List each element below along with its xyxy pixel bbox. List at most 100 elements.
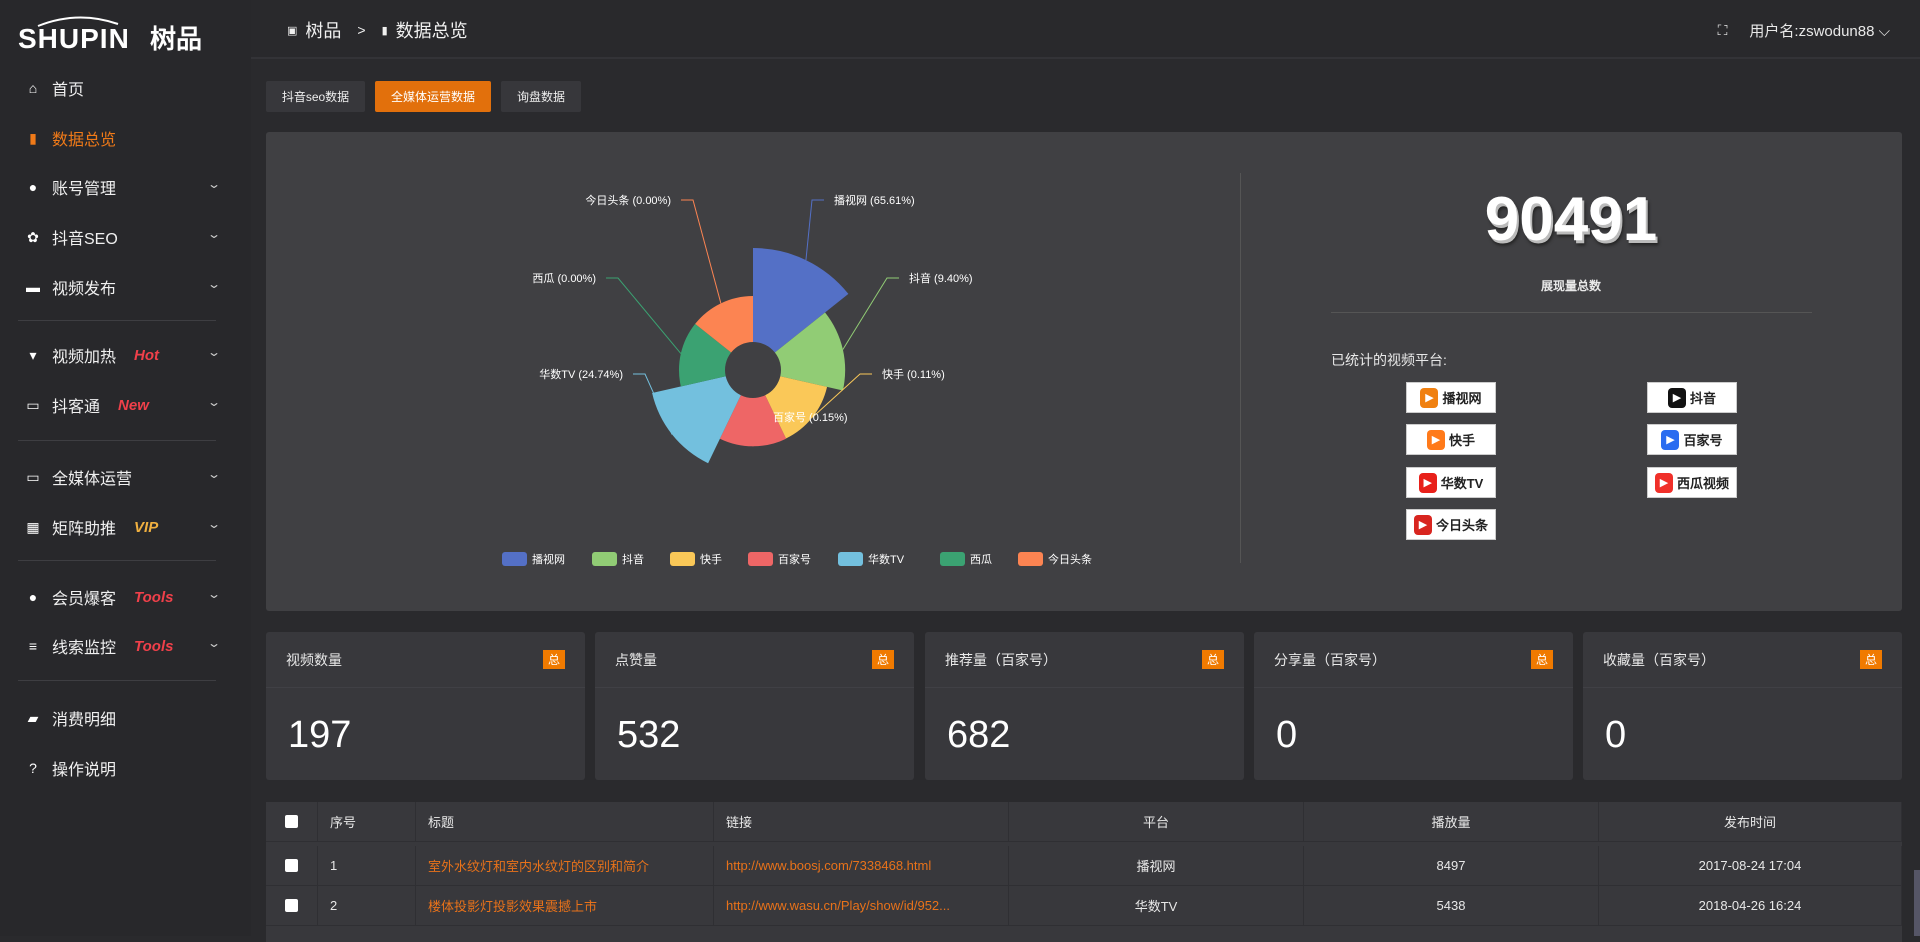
legend-item[interactable]: 今日头条 xyxy=(1018,552,1092,566)
stat-card: 推荐量（百家号） 总 682 xyxy=(925,632,1244,780)
sidebar-item-2[interactable]: ● 账号管理 ⌄ xyxy=(24,169,229,205)
chevron-down-icon[interactable]: ⌄ xyxy=(206,345,222,359)
rose-slice[interactable] xyxy=(753,248,849,353)
sidebar-divider xyxy=(18,680,216,681)
video-url-link[interactable]: http://www.wasu.cn/Play/show/id/952... xyxy=(726,898,950,913)
table-cell: 室外水纹灯和室内水纹灯的区别和简介 xyxy=(416,846,714,885)
chevron-down-icon[interactable]: ⌄ xyxy=(206,587,222,601)
card-divider xyxy=(1583,687,1902,688)
table-cell xyxy=(266,802,318,841)
sidebar-item-8[interactable]: ▦ 矩阵助推 VIP ⌄ xyxy=(24,509,229,545)
sidebar-item-3[interactable]: ✿ 抖音SEO ⌄ xyxy=(24,219,229,255)
chevron-down-icon[interactable]: ⌄ xyxy=(206,227,222,241)
total-badge: 总 xyxy=(542,650,565,669)
tab-all-media[interactable]: 全媒体运营数据 xyxy=(375,81,491,112)
fullscreen-icon[interactable]: ⛶ xyxy=(1717,22,1728,38)
chevron-down-icon[interactable]: ⌄ xyxy=(206,636,222,650)
legend-item[interactable]: 播视网 xyxy=(502,552,565,566)
scrollbar[interactable] xyxy=(1914,870,1920,936)
summary-divider xyxy=(1331,312,1812,313)
rose-slice[interactable] xyxy=(695,296,753,353)
slice-label: 百家号 (0.15%) xyxy=(773,410,848,424)
play-count: 5438 xyxy=(1436,898,1466,913)
legend-item[interactable]: 百家号 xyxy=(748,552,811,566)
svg-text:树品: 树品 xyxy=(150,25,202,52)
stat-title: 分享量（百家号） xyxy=(1274,652,1386,668)
stat-title: 收藏量（百家号） xyxy=(1603,652,1715,668)
legend-item[interactable]: 快手 xyxy=(670,552,722,566)
legend-item[interactable]: 西瓜 xyxy=(940,552,992,566)
video-title-link[interactable]: 楼体投影灯投影效果震撼上市 xyxy=(428,899,598,914)
bar-chart-icon: ▮ xyxy=(381,24,388,37)
label-leader-line xyxy=(812,373,872,418)
rose-pie-chart: 播视网 (65.61%) 抖音 (9.40%) 快手 (0.11%) 百家号 (0.1… xyxy=(502,193,1092,566)
user-icon: ● xyxy=(28,179,38,195)
row-checkbox[interactable] xyxy=(285,859,298,872)
table-header-row: 序号 标题 链接 平台 播放量 发布时间 xyxy=(266,802,1902,842)
table-cell: http://www.boosj.com/7338468.html xyxy=(714,846,1009,885)
column-header: 平台 xyxy=(1142,815,1169,830)
slice-label: 西瓜 (0.00%) xyxy=(532,273,596,285)
sidebar-item-6[interactable]: ▭ 抖客通 New ⌄ xyxy=(24,387,229,423)
svg-text:SHUPIN: SHUPIN xyxy=(18,23,130,52)
platform-logo: ▶ 快手 xyxy=(1406,424,1496,455)
total-badge: 总 xyxy=(1530,650,1553,669)
rose-slice[interactable] xyxy=(774,312,846,391)
stat-title: 点赞量 xyxy=(615,652,657,668)
rose-slice[interactable] xyxy=(765,376,828,439)
chevron-down-icon[interactable]: ⌄ xyxy=(206,467,222,481)
platform-mark-icon: ▶ xyxy=(1420,387,1439,408)
rose-slice[interactable] xyxy=(679,323,732,387)
table-cell: 8497 xyxy=(1304,846,1599,885)
video-url-link[interactable]: http://www.boosj.com/7338468.html xyxy=(726,858,932,873)
platform-logo: ▶ 抖音 xyxy=(1647,382,1737,413)
platform-name: 抖音 xyxy=(1689,391,1716,406)
tab-douyin-seo[interactable]: 抖音seo数据 xyxy=(266,81,365,112)
legend-label: 快手 xyxy=(700,552,722,566)
shupin-logo: SHUPIN 树品 xyxy=(18,16,202,52)
panel-divider xyxy=(1240,173,1241,563)
sidebar-item-label: 会员爆客 xyxy=(52,591,117,608)
sidebar-item-5[interactable]: ▾ 视频加热 Hot ⌄ xyxy=(24,337,229,373)
row-checkbox[interactable] xyxy=(285,899,298,912)
grid-icon: ▦ xyxy=(26,518,40,535)
chevron-down-icon[interactable]: ⌄ xyxy=(206,277,222,291)
legend-label: 今日头条 xyxy=(1048,552,1092,566)
sidebar-item-10[interactable]: ≡ 线索监控 Tools ⌄ xyxy=(24,628,229,664)
sidebar-divider xyxy=(18,320,216,321)
chevron-down-icon[interactable]: ⌄ xyxy=(206,517,222,531)
video-title-link[interactable]: 室外水纹灯和室内水纹灯的区别和简介 xyxy=(428,859,650,874)
breadcrumb: ▣ 树品 > ▮ 数据总览 xyxy=(287,17,468,43)
table-cell: 播视网 xyxy=(1009,846,1304,885)
row-checkbox[interactable] xyxy=(285,815,298,828)
sidebar-item-11[interactable]: ▰ 消费明细 xyxy=(24,700,229,736)
card-divider xyxy=(266,687,585,688)
table-cell: 1 xyxy=(318,846,416,885)
total-impressions-label: 展现量总数 xyxy=(1540,279,1601,293)
tab-inquiry[interactable]: 询盘数据 xyxy=(501,81,581,112)
platform-mark-icon: ▶ xyxy=(1667,387,1686,408)
legend-item[interactable]: 华数TV xyxy=(838,552,905,566)
legend-label: 百家号 xyxy=(778,552,811,566)
sidebar-item-4[interactable]: ▬ 视频发布 ⌄ xyxy=(24,269,229,305)
chevron-down-icon[interactable]: ⌄ xyxy=(206,395,222,409)
camera-icon: ▬ xyxy=(26,279,40,295)
legend-item[interactable]: 抖音 xyxy=(592,552,644,566)
monitor-icon: ▭ xyxy=(26,468,40,485)
legend-swatch xyxy=(940,552,965,566)
platform-logo: ▶ 今日头条 xyxy=(1406,509,1496,540)
platform-mark-icon: ▶ xyxy=(1418,472,1437,493)
label-leader-line xyxy=(750,416,763,447)
sidebar-item-1[interactable]: ▮ 数据总览 xyxy=(24,120,229,156)
sidebar-item-0[interactable]: ⌂ 首页 xyxy=(24,70,229,106)
rose-slice[interactable] xyxy=(719,395,787,447)
user-menu[interactable]: 用户名:zswodun88 ⌵ xyxy=(1749,20,1890,41)
sidebar-item-label: 线索监控 xyxy=(52,640,117,657)
chevron-down-icon[interactable]: ⌄ xyxy=(206,177,222,191)
sidebar-item-9[interactable]: ● 会员爆客 Tools ⌄ xyxy=(24,579,229,615)
bar-chart-icon: ▮ xyxy=(29,129,37,146)
sidebar-item-12[interactable]: ? 操作说明 xyxy=(24,750,229,786)
sidebar-item-7[interactable]: ▭ 全媒体运营 ⌄ xyxy=(24,459,229,495)
rose-slice[interactable] xyxy=(652,376,741,464)
breadcrumb-home[interactable]: 树品 xyxy=(305,21,342,41)
